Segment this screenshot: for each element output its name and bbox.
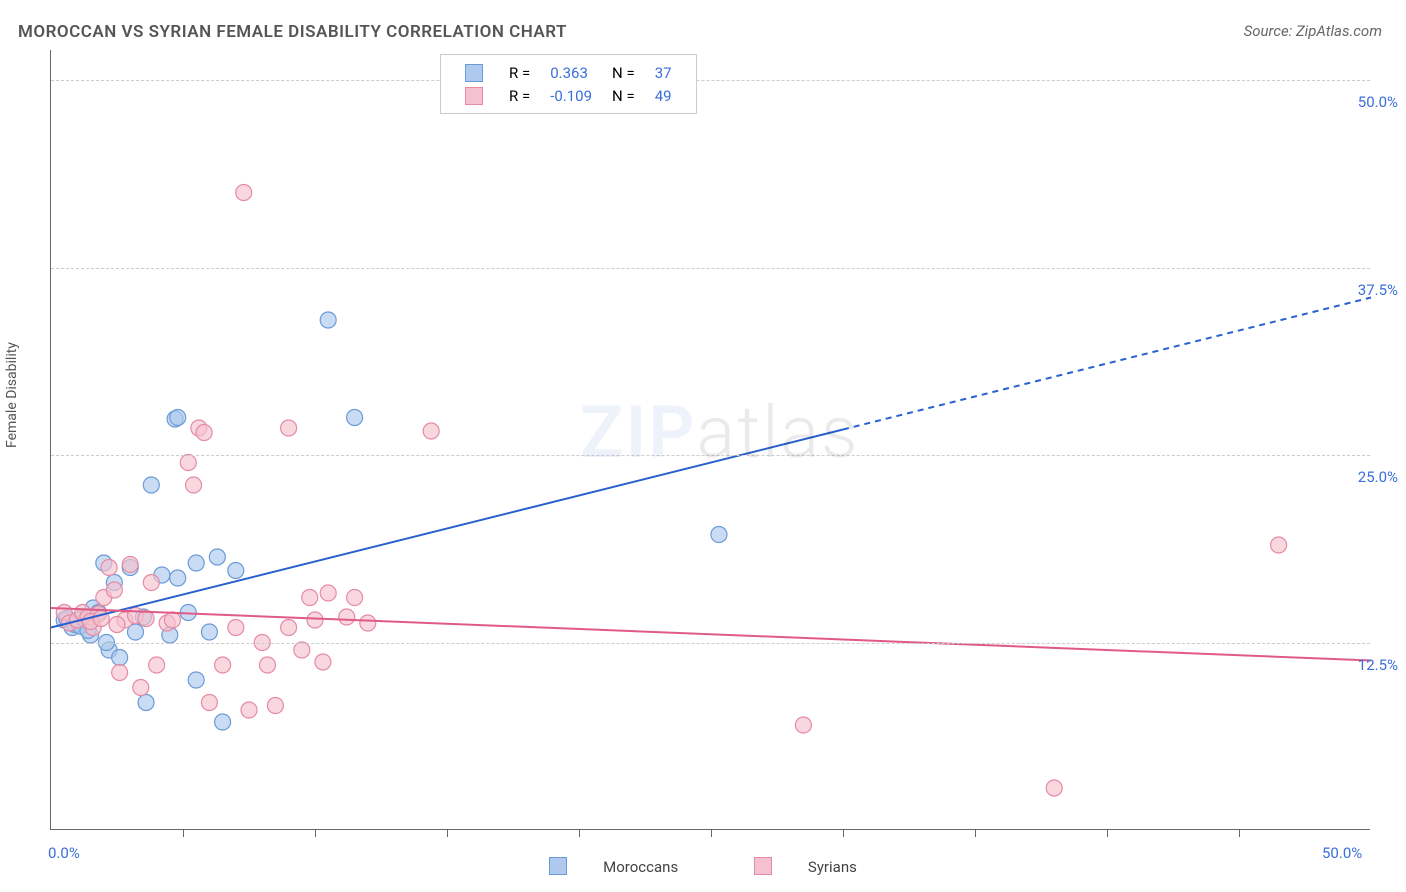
legend-series: Moroccans Syrians: [0, 857, 1406, 876]
x-axis-min-label: 0.0%: [48, 844, 80, 862]
legend-item-moroccans: Moroccans: [531, 858, 696, 876]
legend-stats: R = 0.363 N = 37 R = -0.109 N = 49: [440, 54, 697, 114]
chart-title: MOROCCAN VS SYRIAN FEMALE DISABILITY COR…: [18, 22, 567, 42]
swatch-moroccans: [465, 64, 483, 82]
correlation-chart: MOROCCAN VS SYRIAN FEMALE DISABILITY COR…: [0, 0, 1406, 892]
source-attribution: Source: ZipAtlas.com: [1244, 22, 1382, 40]
plot-area: [50, 50, 1370, 830]
legend-row-moroccans: R = 0.363 N = 37: [455, 61, 682, 84]
scatter-svg: [51, 50, 1370, 829]
y-tick-label: 25.0%: [1358, 468, 1398, 486]
swatch-syrians: [465, 87, 483, 105]
y-axis-label: Female Disability: [4, 342, 20, 448]
y-tick-label: 50.0%: [1358, 93, 1398, 111]
swatch-syrians-icon: [754, 857, 772, 875]
swatch-moroccans-icon: [549, 857, 567, 875]
y-tick-label: 12.5%: [1358, 656, 1398, 674]
legend-row-syrians: R = -0.109 N = 49: [455, 84, 682, 107]
n-value-moroccans: 37: [645, 61, 682, 84]
r-value-syrians: -0.109: [540, 84, 602, 107]
y-tick-label: 37.5%: [1358, 281, 1398, 299]
legend-item-syrians: Syrians: [736, 858, 875, 876]
n-value-syrians: 49: [645, 84, 682, 107]
r-value-moroccans: 0.363: [540, 61, 602, 84]
x-axis-max-label: 50.0%: [1322, 844, 1362, 862]
